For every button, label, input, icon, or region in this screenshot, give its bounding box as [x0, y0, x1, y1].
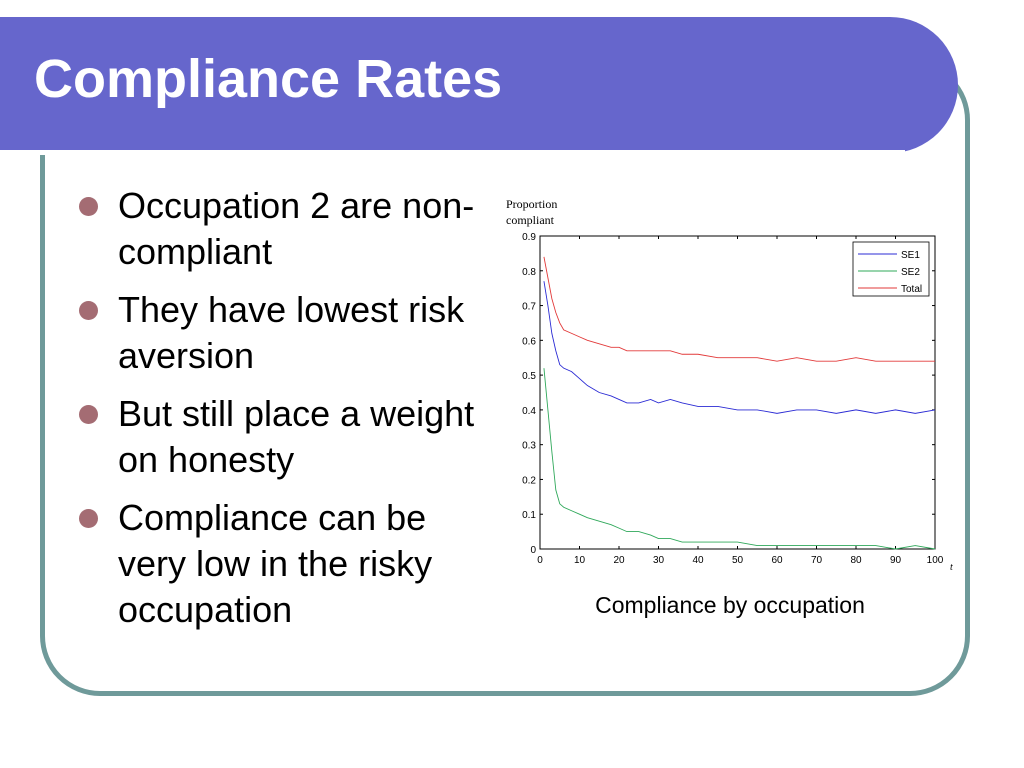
title-underline: [0, 150, 905, 155]
bullet-item: But still place a weight on honesty: [76, 391, 476, 483]
y-axis-label: compliant: [506, 213, 555, 227]
legend-label: SE2: [901, 267, 920, 278]
bullet-text: But still place a weight on honesty: [118, 393, 475, 480]
bullet-dot-icon: [79, 301, 98, 320]
x-tick-label: 50: [732, 555, 744, 566]
bullet-text: Compliance can be very low in the risky …: [118, 497, 433, 630]
x-tick-label: 70: [811, 555, 823, 566]
y-tick-label: 0.8: [522, 267, 536, 278]
series-line-total: [543, 256, 935, 362]
x-axis-label: t: [950, 562, 953, 573]
slide-frame: [40, 60, 970, 696]
x-tick-label: 20: [613, 555, 625, 566]
legend-label: SE1: [901, 250, 920, 261]
compliance-chart: Proportion compliant 0 0.1 0.2 0.3 0.4 0.5 0.6 0.…: [506, 197, 953, 573]
x-tick-label: 40: [692, 555, 704, 566]
title-bar: [0, 17, 958, 155]
y-tick-label: 0.2: [522, 475, 536, 486]
y-tick-label: 0.1: [522, 510, 536, 521]
slide-title: Compliance Rates: [34, 49, 503, 109]
y-tick-label: 0.5: [522, 371, 536, 382]
y-tick-label: 0: [530, 545, 536, 556]
y-tick-label: 0.3: [522, 441, 536, 452]
bullet-text: Occupation 2 are non-compliant: [118, 185, 475, 272]
chart-caption: Compliance by occupation: [595, 592, 865, 618]
legend-label: Total: [901, 284, 922, 295]
series-line-se2: [543, 368, 936, 550]
bullet-item: They have lowest risk aversion: [76, 287, 476, 379]
x-tick-label: 0: [537, 555, 543, 566]
x-tick-label: 100: [927, 555, 944, 566]
y-tick-label: 0.4: [522, 406, 536, 417]
y-tick-label: 0.7: [522, 302, 536, 313]
x-tick-label: 90: [890, 555, 902, 566]
x-tick-label: 30: [653, 555, 665, 566]
bullet-item: Occupation 2 are non-compliant: [76, 183, 476, 275]
bullet-item: Compliance can be very low in the risky …: [76, 495, 476, 633]
legend-box: [852, 241, 930, 297]
y-tick-label: 0.9: [522, 232, 536, 243]
series-line-se1: [543, 281, 936, 414]
bullet-dot-icon: [79, 197, 98, 216]
x-tick-label: 60: [771, 555, 783, 566]
bullet-dot-icon: [79, 405, 98, 424]
y-tick-label: 0.6: [522, 336, 536, 347]
y-axis-label: Proportion: [506, 197, 557, 211]
x-tick-label: 10: [574, 555, 586, 566]
bullet-dot-icon: [79, 509, 98, 528]
x-tick-label: 80: [850, 555, 862, 566]
bullet-text: They have lowest risk aversion: [118, 289, 465, 376]
bullet-list: Occupation 2 are non-compliant They have…: [76, 183, 476, 645]
